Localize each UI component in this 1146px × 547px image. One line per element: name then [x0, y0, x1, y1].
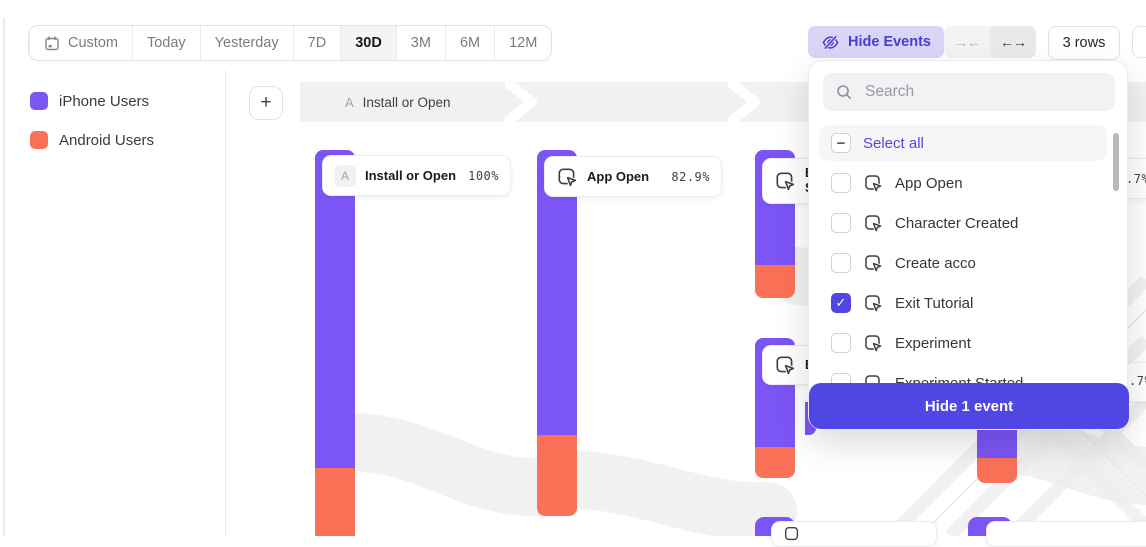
event-list-item[interactable]: Experiment	[819, 323, 1115, 363]
step-card-app-open[interactable]: App Open 82.9%	[544, 156, 722, 197]
step-card-label: App Open	[587, 169, 650, 184]
event-checkbox[interactable]	[831, 333, 851, 353]
cursor-click-icon	[863, 213, 883, 233]
funnel-bar-step1[interactable]	[315, 150, 355, 536]
search-input[interactable]	[863, 82, 1103, 102]
legend-color-swatch	[30, 131, 48, 149]
event-checkbox[interactable]: ✓	[831, 293, 851, 313]
event-label: Create acco	[895, 254, 976, 272]
series-legend: iPhone Users Android Users	[30, 92, 154, 149]
event-list-item[interactable]: Create acco	[819, 243, 1115, 283]
cursor-click-icon	[556, 166, 578, 188]
cursor-click-icon	[774, 170, 796, 192]
android-segment	[537, 435, 577, 516]
event-label: Experiment	[895, 334, 971, 352]
sidebar-divider	[225, 70, 226, 536]
page-left-edge	[3, 18, 5, 536]
date-range-button[interactable]: 7D	[292, 26, 341, 60]
date-range-label: Today	[146, 35, 186, 51]
clipped-percent-value: .7%	[1126, 172, 1146, 186]
rows-count-button[interactable]: 3 rows	[1048, 26, 1120, 60]
select-all-checkbox[interactable]: −	[831, 133, 851, 153]
step-card-install-or-open[interactable]: A Install or Open 100%	[322, 155, 511, 196]
legend-item[interactable]: Android Users	[30, 131, 154, 149]
date-range-button[interactable]: Today	[131, 26, 200, 60]
legend-label: Android Users	[59, 131, 155, 149]
android-segment	[755, 265, 795, 298]
android-segment	[315, 468, 355, 536]
date-range-button[interactable]: 30D	[340, 26, 396, 60]
event-label: App Open	[895, 174, 963, 192]
clipped-step-card-row3-left[interactable]	[771, 521, 937, 547]
funnel-bar-row2-step2[interactable]	[977, 424, 1017, 483]
step-card-label: Install or Open	[365, 168, 457, 183]
android-segment	[755, 447, 795, 478]
event-list-item[interactable]: App Open	[819, 163, 1115, 203]
dropdown-scrollbar[interactable]	[1113, 133, 1119, 191]
date-range-button[interactable]: 12M	[494, 26, 551, 60]
event-checkbox[interactable]	[831, 173, 851, 193]
step-card-value: 100%	[468, 168, 499, 183]
date-range-label: 12M	[509, 35, 538, 51]
clipped-percent-value: .7%	[1129, 374, 1146, 388]
event-checkbox[interactable]	[831, 253, 851, 273]
hide-events-dropdown: − Select all App Open	[808, 60, 1129, 430]
column-width-control: →← ←→	[944, 26, 1036, 58]
event-label: Exit Tutorial	[895, 294, 974, 312]
funnel-header-step1[interactable]: A Install or Open	[345, 82, 450, 122]
iphone-segment	[315, 150, 355, 468]
chevron-separator-icon	[505, 82, 537, 122]
hide-one-event-button[interactable]: Hide 1 event	[809, 383, 1129, 429]
search-box[interactable]	[823, 73, 1115, 111]
date-range-label: 6M	[459, 35, 481, 51]
search-icon	[835, 83, 853, 101]
date-range-label: 3M	[410, 35, 431, 51]
select-all-row[interactable]: − Select all	[819, 125, 1107, 161]
android-segment	[977, 458, 1017, 483]
hide-events-button[interactable]: Hide Events	[808, 26, 944, 58]
eye-off-icon	[821, 33, 840, 52]
cursor-click-icon	[774, 354, 796, 376]
hide-events-label: Hide Events	[848, 34, 931, 50]
chart-type-button[interactable]: U	[1132, 26, 1146, 58]
collapse-columns-button[interactable]: →←	[954, 34, 981, 50]
date-range-label: Custom	[68, 35, 118, 51]
event-list-item[interactable]: ✓ Exit Tutorial	[819, 283, 1115, 323]
event-checkbox[interactable]	[831, 213, 851, 233]
expand-columns-button[interactable]: ←→	[990, 26, 1036, 58]
chevron-separator-icon	[728, 82, 760, 122]
date-range-button[interactable]: 3M	[395, 26, 445, 60]
step-card-value: 82.9%	[671, 169, 710, 184]
select-all-label: Select all	[863, 134, 924, 152]
cursor-click-icon	[863, 333, 883, 353]
calendar-icon	[44, 35, 60, 51]
date-range-control: Custom Today Yesterday 7D 30D 3M 6M 12M	[28, 25, 553, 61]
step-letter-badge: A	[334, 164, 356, 187]
event-list-item[interactable]: Character Created	[819, 203, 1115, 243]
funnel-bar-step2[interactable]	[537, 150, 577, 516]
step-name: Install or Open	[362, 94, 451, 110]
date-range-label: 30D	[355, 35, 382, 51]
clipped-step-card-row3-right[interactable]	[986, 521, 1146, 547]
date-range-button[interactable]: 6M	[444, 26, 494, 60]
date-range-label: 7D	[307, 35, 327, 51]
legend-color-swatch	[30, 92, 48, 110]
cursor-click-icon	[783, 525, 801, 543]
legend-item[interactable]: iPhone Users	[30, 92, 154, 110]
cursor-click-icon	[863, 173, 883, 193]
date-range-label: Yesterday	[214, 35, 279, 51]
event-list: App Open Character Created	[819, 163, 1115, 403]
legend-label: iPhone Users	[59, 92, 150, 110]
step-letter-badge: A	[345, 94, 354, 110]
add-step-button[interactable]: +	[249, 86, 283, 120]
iphone-segment	[537, 150, 577, 435]
cursor-click-icon	[863, 253, 883, 273]
date-range-button[interactable]: Yesterday	[199, 26, 293, 60]
cursor-click-icon	[863, 293, 883, 313]
event-label: Character Created	[895, 214, 1019, 232]
date-range-button[interactable]: Custom	[29, 26, 132, 60]
